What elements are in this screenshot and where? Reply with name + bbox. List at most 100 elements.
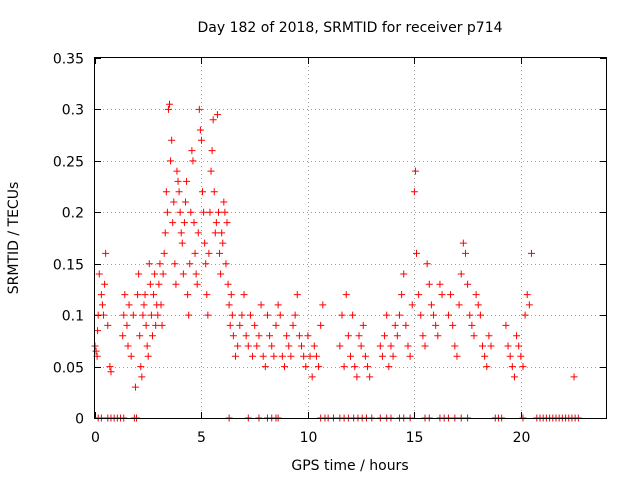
data-point [154,311,162,319]
data-point [229,332,237,340]
data-point [425,280,433,288]
data-point [151,270,159,278]
data-point [272,321,280,329]
plot-frame [94,57,607,419]
data-point [298,342,306,350]
data-point [483,363,491,371]
data-point [387,342,395,350]
data-point [193,280,201,288]
data-point [364,363,372,371]
data-point [158,321,166,329]
data-point [98,301,106,309]
data-point [451,342,459,350]
data-point [192,270,200,278]
data-point [228,311,236,319]
data-point [167,157,175,165]
data-point [195,105,203,113]
data-point [124,342,132,350]
data-point [160,249,168,257]
data-point [147,311,155,319]
data-point [285,342,293,350]
x-tick-label: 5 [197,430,206,446]
data-point [95,270,103,278]
data-point [214,208,222,216]
data-point [268,342,276,350]
data-point [92,347,100,355]
data-point [143,342,151,350]
data-point [171,260,179,268]
data-point [220,198,228,206]
x-axis: 0 5 10 15 20 [91,58,530,446]
data-point [142,321,150,329]
data-point [121,291,129,299]
data-point [238,311,246,319]
data-point [136,332,144,340]
data-point [191,249,199,257]
data-point [521,311,529,319]
data-point [283,332,291,340]
data-point [289,321,297,329]
data-point [168,136,176,144]
data-point [244,342,252,350]
data-point [177,229,185,237]
data-point [393,332,401,340]
data-point [453,352,461,360]
data-point [240,291,248,299]
data-point [357,342,365,350]
data-point [212,219,220,227]
data-point [208,147,216,155]
data-point [436,280,444,288]
data-point [513,332,521,340]
data-point [391,321,399,329]
data-point [120,311,128,319]
data-point [347,352,354,360]
data-point [270,352,278,360]
data-point [400,270,408,278]
data-point [421,342,429,350]
data-point [210,188,218,196]
data-point [123,321,131,329]
x-tick-label: 15 [406,430,424,446]
data-point [101,280,109,288]
data-point [253,342,261,350]
data-point [304,332,312,340]
y-tick-label: 0.35 [53,52,84,68]
data-point [141,291,149,299]
y-tick-label: 0.15 [53,258,84,274]
data-point [187,208,195,216]
data-point [178,239,186,247]
data-point [184,291,192,299]
data-point [190,219,198,227]
data-point [306,352,314,360]
data-point [139,311,147,319]
data-point [137,363,145,371]
data-point [389,352,397,360]
data-point [366,373,374,381]
data-point [234,342,242,350]
data-point [144,352,152,360]
y-tick-label: 0 [75,412,84,428]
data-point [383,311,391,319]
data-point [468,321,476,329]
data-point [404,342,412,350]
data-point [94,327,102,335]
data-point [211,229,219,237]
data-point [423,260,431,268]
data-point [134,291,142,299]
y-tick-label: 0.05 [53,361,84,377]
data-point [315,363,323,371]
data-point [156,260,164,268]
data-point [519,363,527,371]
data-point [444,311,452,319]
data-point [104,321,112,329]
data-point [406,352,414,360]
data-point [355,332,363,340]
chart-title: Day 182 of 2018, SRMTID for receiver p71… [197,20,502,36]
data-point [224,280,232,288]
data-point [504,342,512,350]
data-point [455,301,463,309]
data-point [175,188,183,196]
data-point [119,332,127,340]
data-point [474,301,482,309]
